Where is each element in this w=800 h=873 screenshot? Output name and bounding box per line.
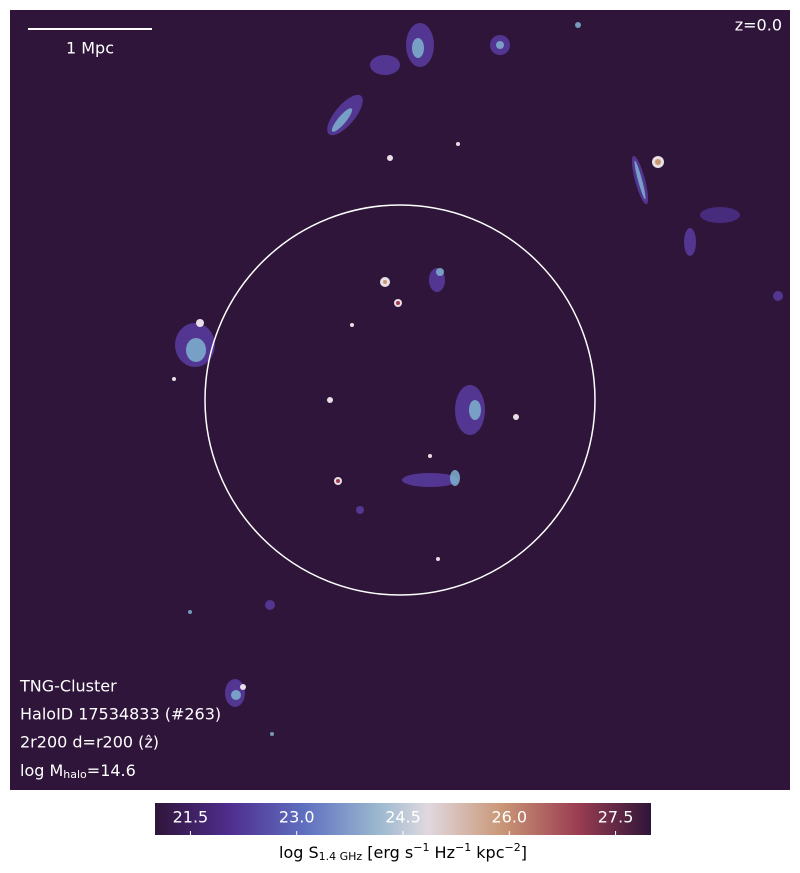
text: ]: [521, 843, 527, 862]
colorbar-ticks: 21.5 23.0 24.5 26.0 27.5: [173, 808, 634, 835]
map-panel: [10, 10, 790, 790]
tick-label: 24.5: [385, 808, 421, 827]
r200-circle: [204, 204, 596, 596]
text: Hz: [429, 843, 455, 862]
text: [erg s: [362, 843, 413, 862]
info-line: TNG-Cluster: [19, 677, 117, 696]
tick-label: 23.0: [279, 808, 315, 827]
text: kpc: [471, 843, 504, 862]
scale-label: 1 Mpc: [66, 39, 114, 58]
superscript: −2: [505, 841, 521, 854]
superscript: −1: [413, 841, 429, 854]
tick-label: 21.5: [173, 808, 209, 827]
subscript: 1.4 GHz: [319, 850, 363, 863]
colorbar: [155, 803, 651, 835]
info-line: HaloID 17534833 (#263): [20, 705, 221, 724]
text: log M: [20, 761, 63, 780]
text: =14.6: [87, 761, 136, 780]
mass-label: log Mhalo=14.6: [20, 761, 136, 782]
tick-label: 27.5: [598, 808, 634, 827]
info-line: 2r200 d=r200 (ẑ): [20, 733, 159, 752]
superscript: −1: [455, 841, 471, 854]
text: log S: [279, 843, 319, 862]
colorbar-label: log S1.4 GHz [erg s−1 Hz−1 kpc−2]: [279, 841, 527, 863]
subscript: halo: [63, 768, 87, 781]
emission-blobs: [172, 22, 783, 736]
tick-label: 26.0: [491, 808, 527, 827]
redshift: z=0.0: [735, 16, 782, 35]
